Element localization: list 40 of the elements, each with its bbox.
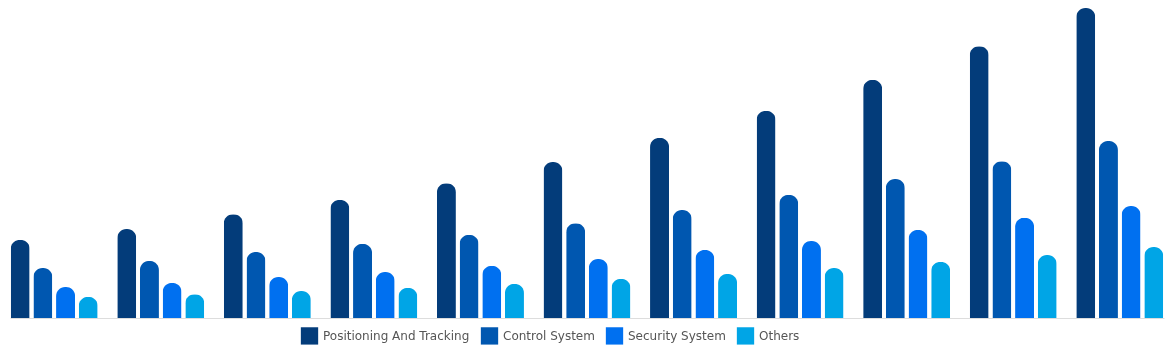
bar xyxy=(908,229,928,318)
bar xyxy=(695,250,715,318)
bar xyxy=(588,259,608,318)
bar xyxy=(10,239,30,318)
bar xyxy=(1037,255,1057,318)
bar xyxy=(330,199,350,318)
bar xyxy=(969,46,989,318)
bar xyxy=(718,273,738,318)
legend-label: Control System xyxy=(503,328,595,343)
bar xyxy=(824,268,844,318)
bar xyxy=(931,261,951,318)
bar xyxy=(1076,8,1096,318)
bar xyxy=(779,194,799,318)
bar xyxy=(885,179,905,318)
bar xyxy=(117,229,137,318)
bar xyxy=(992,161,1012,318)
legend-label: Positioning And Tracking xyxy=(323,328,470,343)
bar xyxy=(863,79,883,318)
bar xyxy=(482,265,502,318)
bar xyxy=(33,268,53,318)
legend-label: Others xyxy=(759,328,800,343)
bar xyxy=(543,162,563,318)
bar xyxy=(1015,217,1035,318)
bar xyxy=(459,234,479,318)
bar xyxy=(436,183,456,318)
bar xyxy=(756,110,776,318)
bar xyxy=(246,251,266,318)
bar xyxy=(801,241,821,318)
legend-label: Security System xyxy=(628,328,726,343)
bar xyxy=(672,210,692,318)
bar xyxy=(1144,247,1164,318)
bar xyxy=(650,137,670,318)
bar xyxy=(353,243,373,318)
bar xyxy=(611,278,631,318)
bar xyxy=(139,260,159,318)
bar xyxy=(566,223,586,318)
bar xyxy=(223,214,243,318)
bar xyxy=(1121,206,1141,318)
bar xyxy=(1098,140,1118,318)
bar xyxy=(375,272,395,318)
